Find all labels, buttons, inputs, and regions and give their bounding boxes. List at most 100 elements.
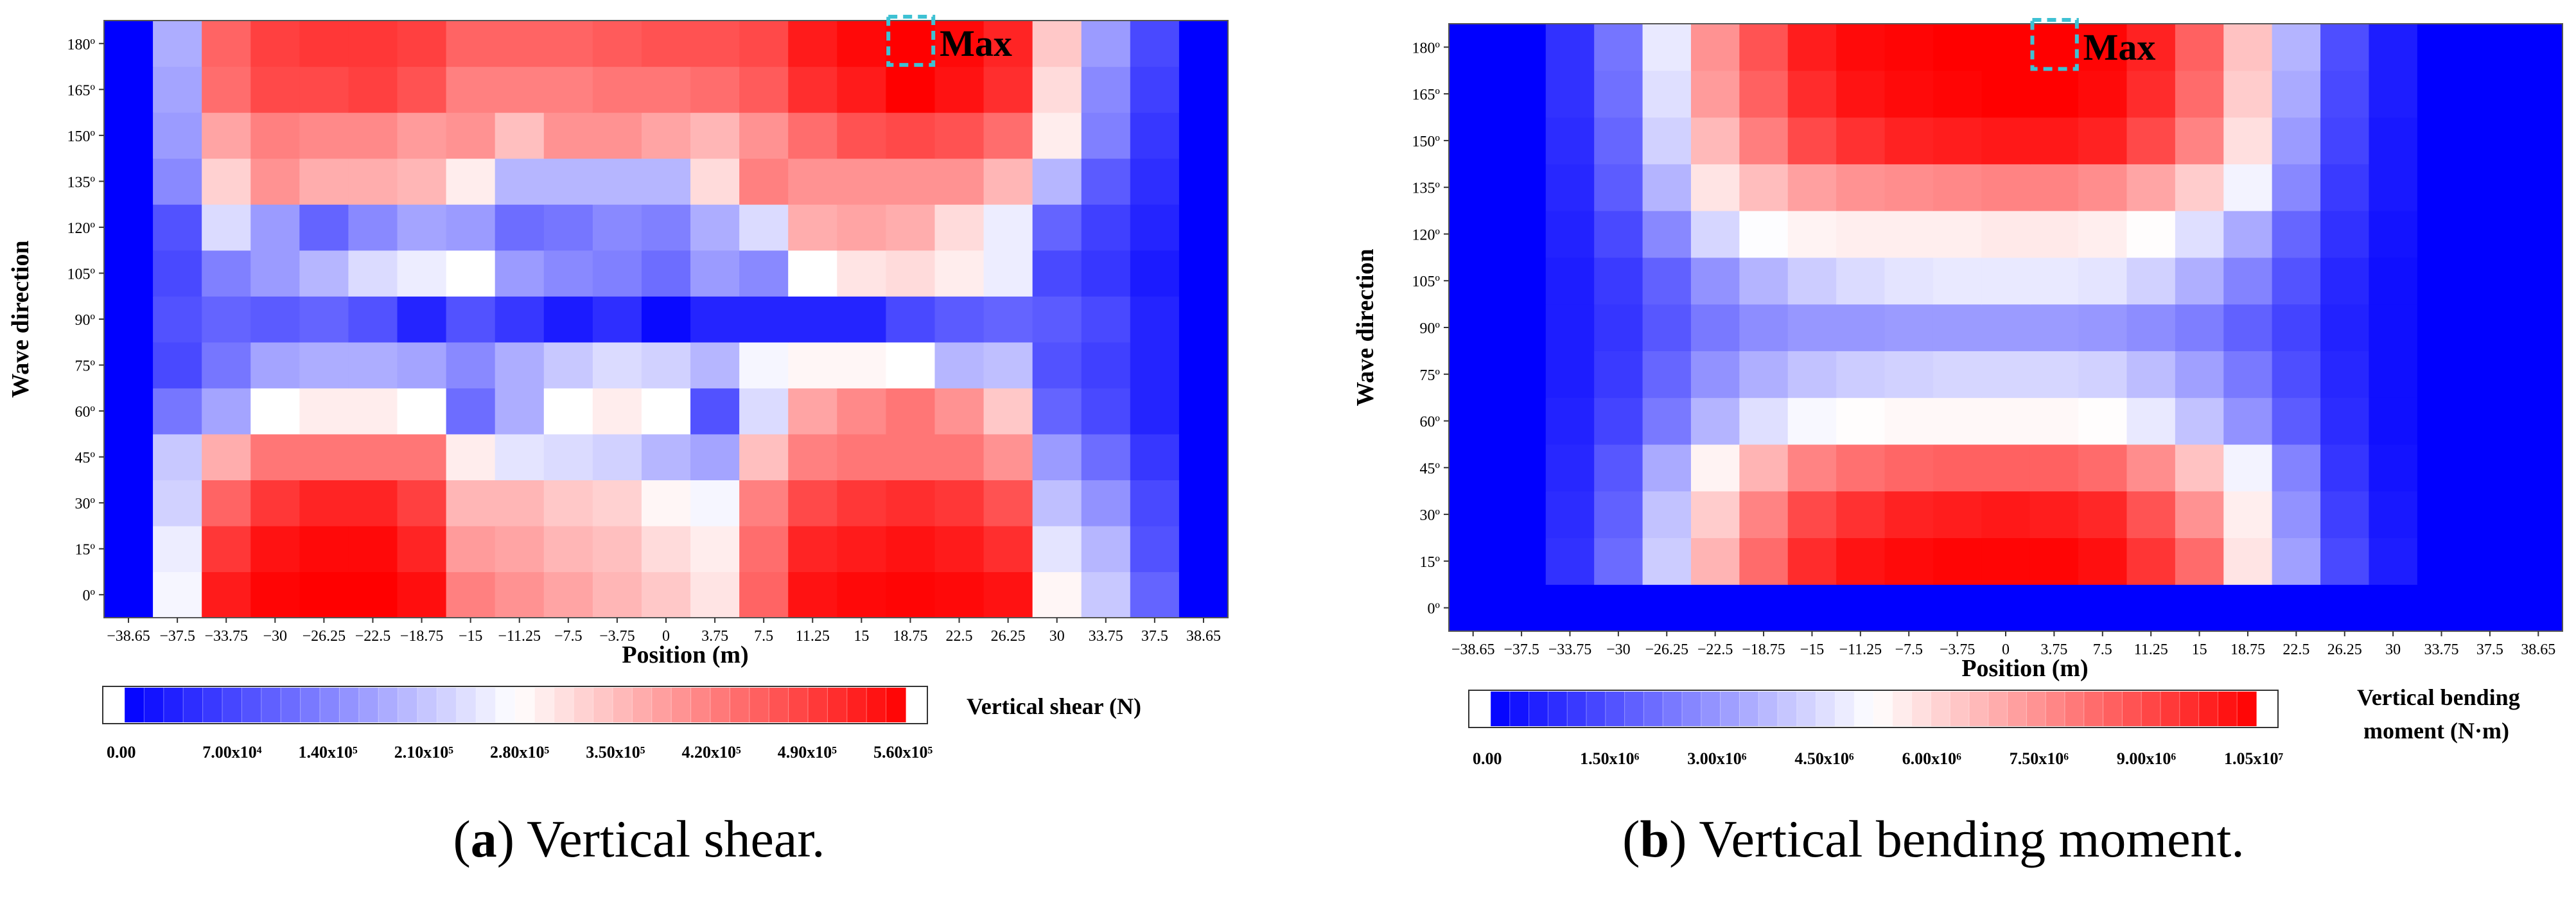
heatmap-cell (1032, 480, 1082, 527)
heatmap-cell (495, 480, 545, 527)
x-tick-label: 11.25 (796, 628, 830, 645)
colorbar-swatch (1663, 692, 1683, 726)
y-axis-label: Wave direction (1352, 248, 1379, 406)
colorbar-tick-label: 5.60x10⁵ (873, 743, 933, 762)
x-tick-label: −7.5 (1895, 641, 1923, 658)
heatmap-cell (690, 66, 740, 113)
heatmap-cell (348, 250, 398, 297)
heatmap-cell (1642, 257, 1692, 305)
colorbar (1469, 690, 2278, 727)
heatmap-cell (1178, 250, 1229, 297)
heatmap-cell (1932, 444, 1982, 492)
heatmap-cell (250, 480, 300, 527)
heatmap-grid (1449, 24, 2563, 632)
colorbar-tick-label: 4.20x10⁵ (682, 743, 742, 762)
heatmap-cell (1449, 444, 1498, 492)
heatmap-cell (202, 388, 251, 435)
heatmap-cell (250, 112, 300, 159)
heatmap-cell (495, 250, 545, 297)
heatmap-cell (2514, 70, 2563, 118)
colorbar-swatch (163, 688, 184, 722)
heatmap-cell (348, 158, 398, 205)
heatmap-cell (2223, 164, 2273, 211)
heatmap-cell (2223, 351, 2273, 398)
heatmap-cell (2223, 257, 2273, 305)
colorbar-label-line-1: Vertical bending (2357, 684, 2520, 710)
heatmap-cell (1178, 296, 1229, 343)
heatmap-cell (2466, 351, 2515, 398)
colorbar-swatch (1950, 692, 1970, 726)
heatmap-cell (1545, 211, 1595, 258)
heatmap-cell (1594, 444, 1643, 492)
heatmap-cell (788, 388, 837, 435)
heatmap-cell (1594, 164, 1643, 211)
heatmap-cell (2514, 211, 2563, 258)
heatmap-cell (2175, 257, 2224, 305)
heatmap-cell (739, 480, 789, 527)
colorbar-swatch (2218, 692, 2238, 726)
heatmap-cell (1981, 537, 2031, 585)
heatmap-cell (2272, 257, 2321, 305)
heatmap-cell (299, 525, 349, 573)
colorbar-swatch (593, 688, 613, 722)
heatmap-cell (495, 21, 545, 67)
heatmap-cell (153, 250, 202, 297)
heatmap-cell (495, 433, 545, 480)
heatmap-cell (1032, 158, 1082, 205)
heatmap-cell (543, 204, 593, 251)
heatmap-cell (2029, 24, 2079, 71)
heatmap-cell (153, 21, 202, 67)
heatmap-cell (299, 433, 349, 480)
heatmap-cell (153, 525, 202, 573)
x-tick-label: −22.5 (1697, 641, 1733, 658)
heatmap-cell (1690, 24, 1740, 71)
colorbar-swatch (534, 688, 555, 722)
caption-a: (a) Vertical shear. (453, 810, 825, 868)
colorbar-tick-label: 6.00x10⁶ (1902, 749, 1962, 768)
heatmap-cell (1884, 211, 1934, 258)
panel-vertical-bending-moment: Max 0º 15º 30º 45º 60º 75º 90º 105º 120º 135º 150º… (1291, 0, 2576, 894)
heatmap-cell (202, 433, 251, 480)
heatmap-cell (983, 296, 1033, 343)
heatmap-cell (1130, 21, 1180, 67)
heatmap-cell (446, 480, 496, 527)
colorbar-swatch (808, 688, 828, 722)
heatmap-cell (299, 158, 349, 205)
heatmap-cell (2417, 117, 2466, 164)
heatmap-cell (1787, 584, 1837, 632)
heatmap-cell (1884, 164, 1934, 211)
colorbar-swatch (2046, 692, 2065, 726)
heatmap-cell (1449, 211, 1498, 258)
heatmap-cell (2126, 397, 2176, 445)
heatmap-cell (2029, 491, 2079, 539)
heatmap-cell (1497, 211, 1546, 258)
heatmap-cell (2223, 24, 2273, 71)
heatmap-cell (1594, 584, 1643, 632)
heatmap-cell (543, 158, 593, 205)
heatmap-cell (1449, 537, 1498, 585)
heatmap-cell (690, 296, 740, 343)
heatmap-cell (1032, 525, 1082, 573)
colorbar-swatch (788, 688, 809, 722)
heatmap-cell (2369, 351, 2418, 398)
heatmap-cell (348, 571, 398, 618)
x-tick-label: 18.75 (893, 628, 927, 645)
heatmap-cell (1449, 257, 1498, 305)
heatmap-cell (837, 158, 886, 205)
heatmap-cell (2514, 117, 2563, 164)
heatmap-cell (641, 571, 691, 618)
heatmap-cell (202, 112, 251, 159)
heatmap-cell (2417, 211, 2466, 258)
heatmap-cell (104, 204, 153, 251)
y-tick-label: 60º (1420, 414, 1441, 431)
heatmap-cell (592, 66, 642, 113)
heatmap-cell (543, 66, 593, 113)
caption-text: Vertical bending moment. (1699, 810, 2245, 868)
heatmap-cell (1642, 70, 1692, 118)
x-tick-label: −11.25 (498, 628, 541, 645)
colorbar-swatch (2179, 692, 2200, 726)
heatmap-cell (1081, 388, 1131, 435)
heatmap-cell (2175, 397, 2224, 445)
heatmap-cell (2175, 444, 2224, 492)
heatmap-cell (153, 66, 202, 113)
